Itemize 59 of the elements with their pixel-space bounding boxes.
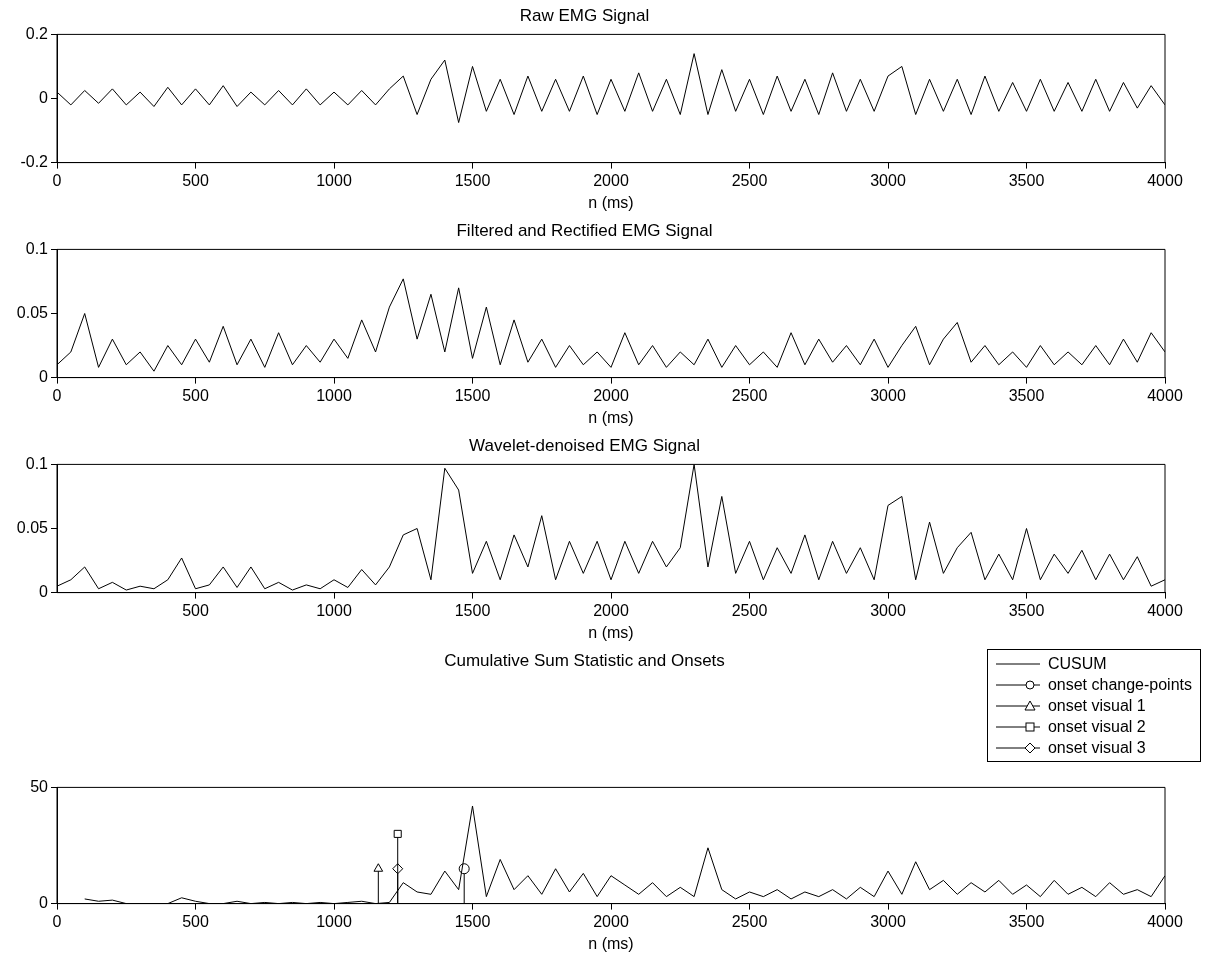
- y-tick-label: 0.05: [16, 303, 49, 321]
- x-tick-label: 3000: [870, 386, 906, 404]
- x-tick-label: 1500: [454, 912, 491, 930]
- x-tick-label: 500: [182, 171, 209, 189]
- x-axis-title: n (ms): [588, 934, 634, 952]
- y-tick-label: 0: [39, 894, 49, 912]
- y-tick-label: 0: [39, 88, 49, 106]
- x-tick-label: 3000: [870, 171, 906, 189]
- x-tick-label: 0: [52, 171, 62, 189]
- x-tick-label: 3500: [1008, 912, 1045, 930]
- x-tick-label: 4000: [1147, 171, 1183, 189]
- x-tick-label: 2000: [593, 601, 629, 619]
- x-axis-title: n (ms): [588, 193, 634, 211]
- x-tick-label: 1500: [454, 601, 491, 619]
- x-tick-label: 500: [182, 601, 209, 619]
- x-tick-label: 3500: [1008, 386, 1045, 404]
- x-tick-label: 500: [182, 912, 209, 930]
- x-tick-label: 1000: [316, 386, 352, 404]
- x-tick-label: 3000: [870, 912, 906, 930]
- x-tick-label: 0: [52, 912, 62, 930]
- x-tick-label: 2500: [731, 601, 768, 619]
- y-tick-label: -0.2: [20, 153, 49, 171]
- chart-title: Filtered and Rectified EMG Signal: [456, 220, 713, 240]
- x-tick-label: 4000: [1147, 601, 1183, 619]
- chart-title: Wavelet-denoised EMG Signal: [469, 435, 700, 455]
- x-tick-label: 2000: [593, 386, 629, 404]
- y-tick-label: 0.2: [25, 24, 49, 42]
- x-tick-label: 500: [182, 386, 209, 404]
- x-tick-label: 0: [52, 386, 62, 404]
- x-axis-title: n (ms): [588, 408, 634, 426]
- x-tick-label: 1500: [454, 171, 491, 189]
- legend-label: onset visual 1: [1047, 696, 1146, 715]
- y-tick-label: 0: [39, 368, 49, 386]
- x-tick-label: 1000: [316, 171, 352, 189]
- x-tick-label: 2500: [731, 912, 768, 930]
- x-axis-title: n (ms): [588, 623, 634, 641]
- y-tick-label: 0.1: [25, 454, 49, 472]
- x-tick-label: 1000: [316, 601, 352, 619]
- legend-label: CUSUM: [1047, 654, 1107, 673]
- x-tick-label: 3500: [1008, 171, 1045, 189]
- chart-title: Raw EMG Signal: [519, 5, 650, 25]
- chart-title: Cumulative Sum Statistic and Onsets: [444, 650, 725, 670]
- x-tick-label: 1000: [316, 912, 352, 930]
- x-tick-label: 2000: [593, 171, 629, 189]
- x-tick-label: 2500: [731, 171, 768, 189]
- x-tick-label: 4000: [1147, 912, 1183, 930]
- y-tick-label: 50: [30, 777, 49, 795]
- legend-label: onset change-points: [1047, 675, 1192, 694]
- legend-label: onset visual 3: [1047, 738, 1146, 757]
- y-tick-label: 0.1: [25, 239, 49, 257]
- x-tick-label: 1500: [454, 386, 491, 404]
- x-tick-label: 3000: [870, 601, 906, 619]
- y-tick-label: 0: [39, 583, 49, 601]
- x-tick-label: 3500: [1008, 601, 1045, 619]
- x-tick-label: 2500: [731, 386, 768, 404]
- y-tick-label: 0.05: [16, 518, 49, 536]
- legend-label: onset visual 2: [1047, 717, 1146, 736]
- x-tick-label: 2000: [593, 912, 629, 930]
- x-tick-label: 4000: [1147, 386, 1183, 404]
